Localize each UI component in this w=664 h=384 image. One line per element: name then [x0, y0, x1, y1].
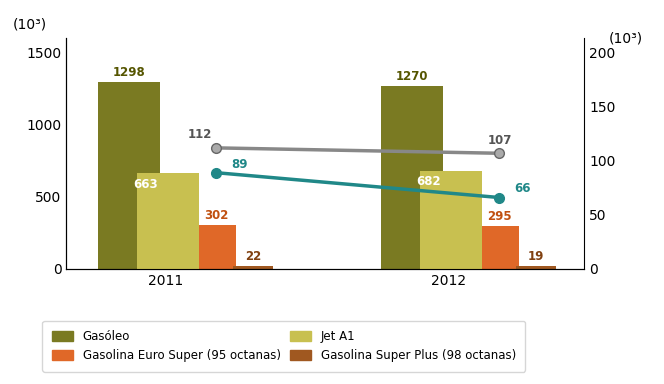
Text: 663: 663 [133, 178, 158, 190]
Text: 302: 302 [205, 209, 228, 222]
Text: 112: 112 [187, 128, 212, 141]
Bar [479, 226, 519, 269]
Bar [197, 225, 236, 269]
Text: 89: 89 [231, 157, 247, 170]
Text: 19: 19 [528, 250, 544, 263]
Bar [98, 82, 160, 269]
Text: 1298: 1298 [112, 66, 145, 79]
Text: 66: 66 [514, 182, 531, 195]
Bar [137, 173, 199, 269]
Text: 682: 682 [416, 175, 441, 188]
Text: 295: 295 [487, 210, 512, 223]
Text: 107: 107 [487, 134, 511, 147]
Text: 1270: 1270 [396, 70, 428, 83]
Bar [420, 170, 483, 269]
Bar [233, 266, 273, 269]
Text: 22: 22 [245, 250, 262, 263]
Y-axis label: (10³): (10³) [609, 31, 643, 45]
Bar [380, 86, 443, 269]
Legend: Gasóleo, Gasolina Euro Super (95 octanas), Jet A1, Gasolina Super Plus (98 octan: Gasóleo, Gasolina Euro Super (95 octanas… [42, 321, 525, 372]
Y-axis label: (10³): (10³) [13, 18, 47, 31]
Bar [517, 266, 556, 269]
